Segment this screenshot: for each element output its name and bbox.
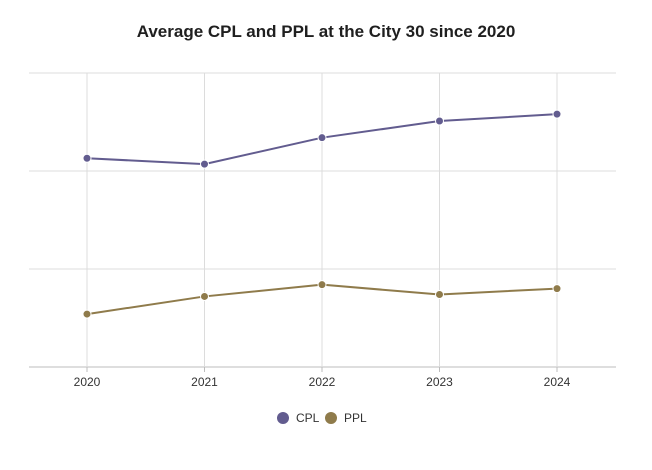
x-tick-label-2021: 2021	[191, 375, 218, 389]
legend-label-cpl: CPL	[296, 411, 320, 425]
data-point-ppl-2022	[317, 280, 327, 290]
data-point-ppl-2024	[552, 284, 562, 294]
x-tick-label-2023: 2023	[426, 375, 453, 389]
data-point-cpl-2023	[435, 116, 444, 126]
data-point-ppl-2023	[435, 289, 444, 299]
data-point-cpl-2021	[200, 159, 209, 169]
data-point-ppl-2021	[200, 291, 209, 301]
legend-marker-ppl	[325, 412, 337, 424]
data-point-cpl-2024	[552, 109, 562, 119]
data-point-cpl-2022	[317, 133, 327, 143]
chart-title: Average CPL and PPL at the City 30 since…	[136, 22, 516, 41]
legend-label-ppl: PPL	[344, 411, 367, 425]
data-point-cpl-2020	[82, 153, 92, 163]
series-points	[82, 109, 562, 319]
legend: CPL PPL	[277, 411, 367, 425]
x-tick-label-2020: 2020	[74, 375, 101, 389]
data-point-ppl-2020	[82, 309, 92, 319]
x-tick-label-2022: 2022	[309, 375, 336, 389]
x-tick-label-2024: 2024	[544, 375, 571, 389]
x-tick-labels: 2020 2021 2022 2023 2024	[74, 375, 571, 389]
legend-marker-cpl	[277, 412, 289, 424]
